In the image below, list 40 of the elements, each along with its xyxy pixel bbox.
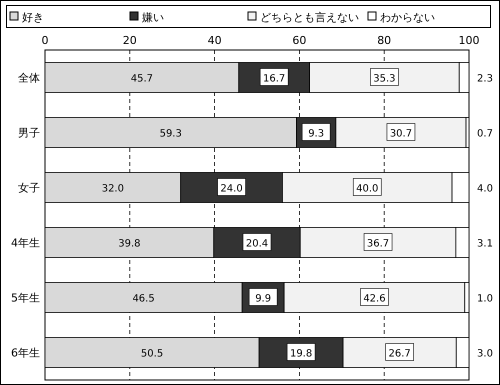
data-label: 9.9 [255,294,272,304]
data-label: 32.0 [102,184,124,194]
x-tick-label: 40 [208,34,222,47]
data-label: 16.7 [263,74,286,84]
data-label: 26.7 [388,348,411,360]
data-label: 42.6 [363,294,386,304]
data-label: 3.1 [477,238,493,250]
y-tick-label: 女子 [18,182,40,194]
legend-label: 好き [22,11,44,24]
data-label: 19.8 [290,348,312,360]
legend-label: わからない [380,11,435,24]
x-tick-label: 20 [122,34,137,47]
x-tick-label: 80 [377,34,392,47]
data-label: 50.5 [140,348,164,360]
data-label: 20.4 [246,238,268,250]
data-label: 36.7 [366,238,390,250]
data-label: 1.0 [477,294,493,304]
x-tick-label: 60 [292,34,306,47]
y-tick-label: 男子 [18,126,40,140]
data-label: 45.7 [130,74,154,84]
data-label: 30.7 [390,128,412,140]
data-label: 0.7 [477,128,493,140]
data-label: 4.0 [477,184,493,194]
data-label: 46.5 [132,294,155,304]
data-label: 40.0 [356,184,378,194]
data-label: 39.8 [118,238,141,250]
data-label: 3.0 [477,348,493,360]
data-label: 59.3 [160,128,182,140]
x-tick-label: 0 [42,34,48,47]
y-tick-label: 6年生 [11,346,40,360]
data-label: 2.3 [477,74,493,84]
data-label: 35.3 [373,74,396,84]
legend-label: どちらとも言えない [260,11,359,24]
y-tick-label: 4年生 [11,236,40,250]
y-tick-label: 5年生 [11,292,40,304]
y-tick-label: 全体 [18,72,40,84]
data-label: 9.3 [308,128,324,140]
legend-label: 嫌い [142,11,164,24]
x-tick-label: 100 [458,34,480,47]
data-label: 24.0 [220,184,243,194]
